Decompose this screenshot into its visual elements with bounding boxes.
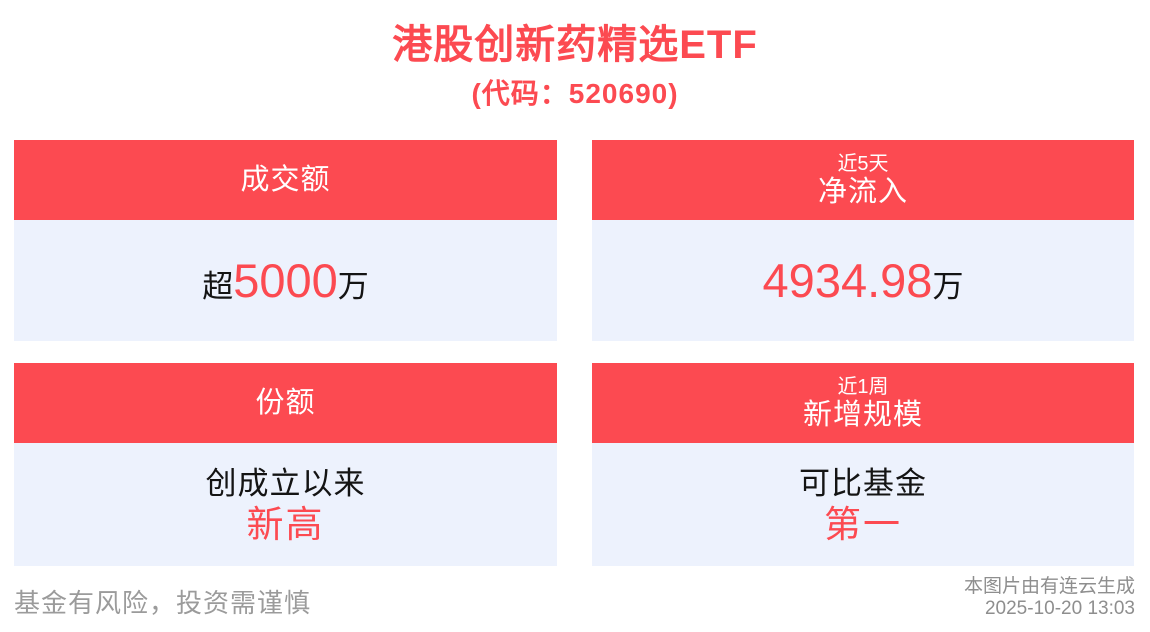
value-unit: 万 xyxy=(337,269,369,304)
card-new-scale-body: 可比基金 第一 xyxy=(592,443,1134,566)
footer: 基金有风险，投资需谨慎 本图片由有连云生成 2025-10-20 13:03 xyxy=(14,576,1135,620)
card-fund-shares: 份额 创成立以来 新高 xyxy=(14,363,557,566)
card-new-scale-header: 近1周 新增规模 xyxy=(592,363,1134,443)
value-description: 创成立以来 xyxy=(205,465,366,501)
card-turnover-title: 成交额 xyxy=(240,163,331,196)
value-prefix: 超 xyxy=(202,269,234,304)
value-description: 可比基金 xyxy=(799,465,927,501)
page-title: 港股创新药精选ETF xyxy=(392,23,758,67)
card-net-inflow-header: 近5天 净流入 xyxy=(592,140,1134,220)
card-net-inflow-value: 4934.98万 xyxy=(763,253,964,308)
card-fund-shares-value: 创成立以来 新高 xyxy=(206,464,366,546)
value-unit: 万 xyxy=(932,269,964,304)
generation-credit: 本图片由有连云生成 2025-10-20 13:03 xyxy=(964,576,1135,620)
card-turnover-body: 超5000万 xyxy=(14,220,557,341)
value-highlight: 第一 xyxy=(824,503,902,545)
card-new-scale-title: 新增规模 xyxy=(802,398,923,431)
card-turnover-header: 成交额 xyxy=(14,140,557,220)
card-fund-shares-title: 份额 xyxy=(255,386,316,419)
card-fund-shares-header: 份额 xyxy=(14,363,557,443)
card-fund-shares-body: 创成立以来 新高 xyxy=(14,443,557,566)
generation-timestamp: 2025-10-20 13:03 xyxy=(984,598,1135,619)
risk-disclaimer: 基金有风险，投资需谨慎 xyxy=(14,588,312,618)
card-net-inflow-period-label: 近5天 xyxy=(837,152,889,175)
card-new-scale-period-label: 近1周 xyxy=(837,375,889,398)
stat-card-grid: 成交额 超5000万 近5天 净流入 4934.98万 份额 xyxy=(14,140,1134,566)
card-net-inflow: 近5天 净流入 4934.98万 xyxy=(592,140,1134,341)
card-new-scale-value: 可比基金 第一 xyxy=(799,464,927,546)
card-net-inflow-body: 4934.98万 xyxy=(592,220,1134,341)
card-net-inflow-title: 净流入 xyxy=(817,175,908,208)
value-highlight: 5000 xyxy=(233,254,338,307)
fund-code: (代码：520690) xyxy=(471,78,679,109)
card-turnover: 成交额 超5000万 xyxy=(14,140,557,341)
card-turnover-value: 超5000万 xyxy=(202,253,369,308)
credit-text: 本图片由有连云生成 xyxy=(963,576,1135,597)
value-highlight: 新高 xyxy=(246,503,325,545)
value-highlight: 4934.98 xyxy=(762,254,933,307)
card-new-scale: 近1周 新增规模 可比基金 第一 xyxy=(592,363,1134,566)
